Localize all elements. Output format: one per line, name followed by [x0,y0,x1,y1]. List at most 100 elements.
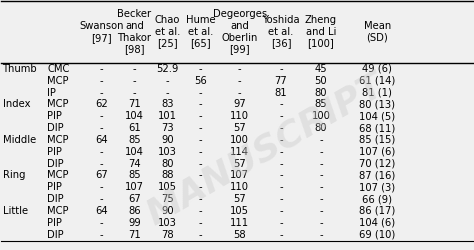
Text: -: - [319,218,323,228]
Text: -: - [133,76,136,86]
Text: -: - [199,194,202,204]
Text: DIP: DIP [47,194,64,204]
Text: 110: 110 [230,111,249,121]
Text: -: - [279,147,283,157]
Text: -: - [319,135,323,145]
Text: 52.9: 52.9 [156,64,179,74]
Text: -: - [100,230,103,240]
Text: 80: 80 [315,88,327,98]
Text: PIP: PIP [47,111,63,121]
Text: -: - [199,123,202,133]
Text: -: - [100,194,103,204]
Text: -: - [319,182,323,192]
Text: -: - [319,230,323,240]
Text: DIP: DIP [47,230,64,240]
Text: -: - [279,218,283,228]
Text: -: - [199,159,202,169]
Text: 49 (6): 49 (6) [363,64,392,74]
Text: 71: 71 [128,100,141,110]
Text: MCP: MCP [47,100,69,110]
Text: -: - [279,111,283,121]
Text: 69 (10): 69 (10) [359,230,395,240]
Text: 62: 62 [95,100,108,110]
Text: MCP: MCP [47,76,69,86]
Text: 99: 99 [128,218,141,228]
Text: Degeorges
and
Oberlin
[99]: Degeorges and Oberlin [99] [212,10,267,54]
Text: -: - [238,64,241,74]
Text: 45: 45 [315,64,327,74]
Text: -: - [199,100,202,110]
Text: 104 (6): 104 (6) [359,218,395,228]
Text: 74: 74 [128,159,141,169]
Text: -: - [319,159,323,169]
Text: -: - [100,111,103,121]
Text: 97: 97 [233,100,246,110]
Text: 87 (16): 87 (16) [359,170,395,180]
Text: PIP: PIP [47,218,63,228]
Text: 80: 80 [161,159,174,169]
Text: 75: 75 [161,194,174,204]
Text: -: - [279,194,283,204]
Text: MCP: MCP [47,135,69,145]
Text: 80 (13): 80 (13) [359,100,395,110]
Text: Zheng
and Li
[100]: Zheng and Li [100] [305,15,337,48]
Text: 90: 90 [161,135,174,145]
Text: Mean
(SD): Mean (SD) [364,21,391,43]
Text: 77: 77 [274,76,287,86]
Text: Thumb: Thumb [2,64,37,74]
Text: 103: 103 [158,218,177,228]
Text: 67: 67 [95,170,108,180]
Text: -: - [100,64,103,74]
Text: -: - [199,111,202,121]
Text: -: - [100,159,103,169]
Text: -: - [199,88,202,98]
Text: -: - [238,88,241,98]
Text: -: - [279,206,283,216]
Text: Chao
et al.
[25]: Chao et al. [25] [155,15,180,48]
Text: Little: Little [2,206,27,216]
Text: -: - [199,147,202,157]
Text: -: - [238,76,241,86]
Text: -: - [279,159,283,169]
Text: -: - [100,218,103,228]
Text: 61: 61 [128,123,141,133]
Text: 104: 104 [125,147,144,157]
Text: -: - [279,230,283,240]
Text: -: - [100,123,103,133]
Text: DIP: DIP [47,159,64,169]
Text: 111: 111 [230,218,249,228]
Text: -: - [100,88,103,98]
Text: -: - [199,182,202,192]
Text: 114: 114 [230,147,249,157]
Text: 85: 85 [128,135,141,145]
Text: 57: 57 [233,159,246,169]
Text: 61 (14): 61 (14) [359,76,395,86]
Text: 100: 100 [311,111,330,121]
Text: 66 (9): 66 (9) [362,194,392,204]
Text: 86 (17): 86 (17) [359,206,395,216]
Text: -: - [279,170,283,180]
Text: Swanson
[97]: Swanson [97] [79,21,124,43]
Text: -: - [199,64,202,74]
Text: -: - [319,170,323,180]
Text: 50: 50 [315,76,327,86]
Text: 64: 64 [95,206,108,216]
Text: IP: IP [47,88,56,98]
Text: CMC: CMC [47,64,70,74]
Text: 105: 105 [230,206,249,216]
Text: -: - [100,76,103,86]
Text: MCP: MCP [47,206,69,216]
Text: Yoshida
et al.
[36]: Yoshida et al. [36] [262,15,300,48]
Text: -: - [319,147,323,157]
Text: 56: 56 [194,76,207,86]
Text: 86: 86 [128,206,141,216]
Text: -: - [279,123,283,133]
Text: Ring: Ring [2,170,25,180]
Text: -: - [100,147,103,157]
Text: 101: 101 [158,111,177,121]
Text: 104: 104 [125,111,144,121]
Text: 78: 78 [161,230,174,240]
Text: 57: 57 [233,194,246,204]
Text: -: - [199,206,202,216]
Text: 73: 73 [161,123,174,133]
